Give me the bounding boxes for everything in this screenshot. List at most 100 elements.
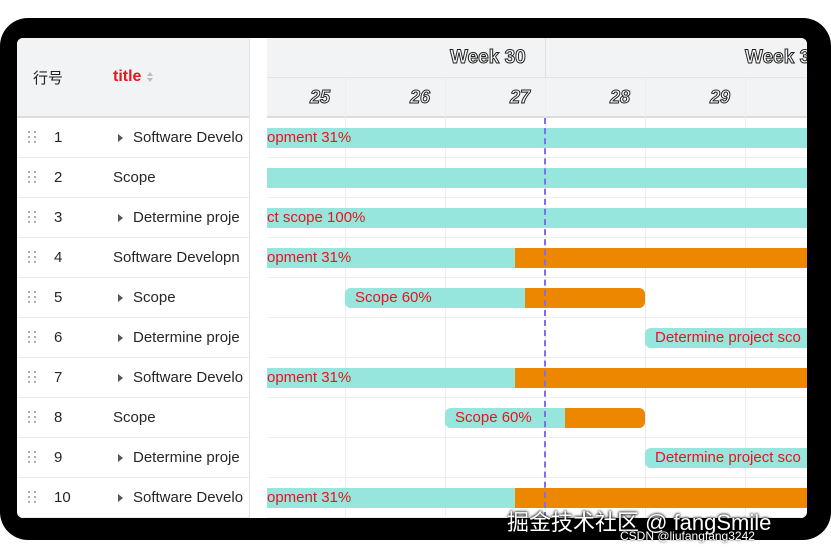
task-bar-progress (267, 168, 807, 188)
drag-handle-icon[interactable] (28, 331, 38, 345)
table-row[interactable]: 6 Determine proje (17, 318, 249, 358)
row-title: Determine proje (133, 449, 240, 466)
expand-caret-icon[interactable] (118, 214, 123, 222)
row-number: 1 (54, 129, 63, 146)
task-bar-remaining (515, 248, 807, 268)
task-bar[interactable] (267, 168, 807, 188)
table-row[interactable]: 3 Determine proje (17, 198, 249, 238)
drag-handle-icon[interactable] (28, 451, 38, 465)
row-title: Software Develo (133, 489, 244, 506)
drag-handle-icon[interactable] (28, 251, 38, 265)
pane-splitter[interactable] (249, 38, 267, 518)
task-bar[interactable]: opment 31% (267, 368, 807, 388)
task-bar-label: opment 31% (267, 249, 352, 266)
timeline-day-header: 25 26 27 28 29 (267, 78, 807, 118)
task-bar-progress (345, 288, 525, 308)
task-bar[interactable]: opment 31% (267, 248, 807, 268)
week-label: Week 3 (744, 47, 807, 69)
expand-caret-icon[interactable] (118, 374, 123, 382)
column-header-row-number-label: 行号 (33, 69, 64, 87)
row-title: Software Develo (133, 129, 244, 146)
row-number: 9 (54, 449, 63, 466)
task-bar[interactable]: Scope 60% (345, 288, 645, 308)
watermark-sub: CSDN @liufangfang3242 (620, 529, 755, 543)
task-bar-label: Scope 60% (355, 289, 432, 306)
column-header-title[interactable]: title (97, 38, 249, 118)
table-row[interactable]: 5 Scope (17, 278, 249, 318)
expand-caret-icon[interactable] (118, 454, 123, 462)
task-bar[interactable]: ct scope 100% (267, 208, 807, 228)
row-title: Scope (113, 169, 156, 186)
table-row[interactable]: 1 Software Develo (17, 118, 249, 158)
drag-handle-icon[interactable] (28, 291, 38, 305)
task-bar-progress (267, 208, 807, 228)
row-number: 5 (54, 289, 63, 306)
row-title: Determine proje (133, 329, 240, 346)
timeline-week-header: Week 30 Week 3 (267, 38, 807, 78)
drag-handle-icon[interactable] (28, 491, 38, 505)
today-marker-line (544, 118, 546, 518)
table-row[interactable]: 9 Determine proje (17, 438, 249, 478)
expand-caret-icon[interactable] (118, 294, 123, 302)
task-table: 行号 title 1 Software Develo 2 Scope 3 Determin… (17, 38, 249, 518)
drag-handle-icon[interactable] (28, 211, 38, 225)
row-number: 10 (54, 489, 71, 506)
task-bar-remaining (515, 488, 807, 508)
row-number: 2 (54, 169, 63, 186)
row-number: 6 (54, 329, 63, 346)
task-bar-remaining (525, 288, 645, 308)
column-header-title-label: title (113, 68, 142, 85)
row-grid-line (267, 397, 807, 398)
week-label: Week 30 (450, 47, 527, 69)
task-bar-progress (267, 368, 516, 388)
row-grid-line (267, 517, 807, 518)
expand-caret-icon[interactable] (118, 494, 123, 502)
drag-handle-icon[interactable] (28, 131, 38, 145)
row-title: Software Develo (133, 369, 244, 386)
row-grid-line (267, 277, 807, 278)
expand-caret-icon[interactable] (118, 334, 123, 342)
gantt-chart: Week 30 Week 3 25 26 27 28 29 opment 31%… (267, 38, 807, 518)
day-label: 25 (309, 87, 331, 108)
task-bar[interactable]: opment 31% (267, 128, 807, 148)
drag-handle-icon[interactable] (28, 171, 38, 185)
task-bar-label: opment 31% (267, 129, 352, 146)
row-number: 4 (54, 249, 63, 266)
table-row[interactable]: 4 Software Developn (17, 238, 249, 278)
day-label: 28 (609, 87, 631, 108)
task-bar-progress (267, 488, 516, 508)
sort-icon[interactable] (147, 72, 154, 82)
task-bar-label: Determine project sco (655, 449, 801, 466)
row-grid-line (267, 477, 807, 478)
task-bar-remaining (515, 368, 807, 388)
day-label: 26 (409, 87, 431, 108)
row-title: Determine proje (133, 209, 240, 226)
task-bar[interactable]: opment 31% (267, 488, 807, 508)
row-number: 7 (54, 369, 63, 386)
watermark-main: 掘金技术社区 @ fangSmile (507, 510, 772, 535)
task-bar-label: Determine project sco (655, 329, 801, 346)
row-grid-line (267, 317, 807, 318)
day-label: 27 (509, 87, 531, 108)
row-grid-line (267, 437, 807, 438)
week-divider (545, 38, 546, 78)
row-grid-line (267, 157, 807, 158)
task-bar-progress (645, 448, 807, 468)
drag-handle-icon[interactable] (28, 411, 38, 425)
row-title: Software Developn (113, 249, 240, 266)
day-label: 29 (709, 87, 731, 108)
table-row[interactable]: 10 Software Develo (17, 478, 249, 518)
row-number: 3 (54, 209, 63, 226)
task-bar[interactable]: Determine project sco (645, 448, 807, 468)
task-bar[interactable]: Determine project sco (645, 328, 807, 348)
task-bar-label: ct scope 100% (267, 209, 366, 226)
table-row[interactable]: 2 Scope (17, 158, 249, 198)
table-row[interactable]: 7 Software Develo (17, 358, 249, 398)
table-row[interactable]: 8 Scope (17, 398, 249, 438)
day-grid-line (745, 78, 746, 518)
expand-caret-icon[interactable] (118, 134, 123, 142)
drag-handle-icon[interactable] (28, 371, 38, 385)
task-bar-progress (645, 328, 807, 348)
column-header-row-number[interactable]: 行号 (17, 38, 97, 118)
row-number: 8 (54, 409, 63, 426)
